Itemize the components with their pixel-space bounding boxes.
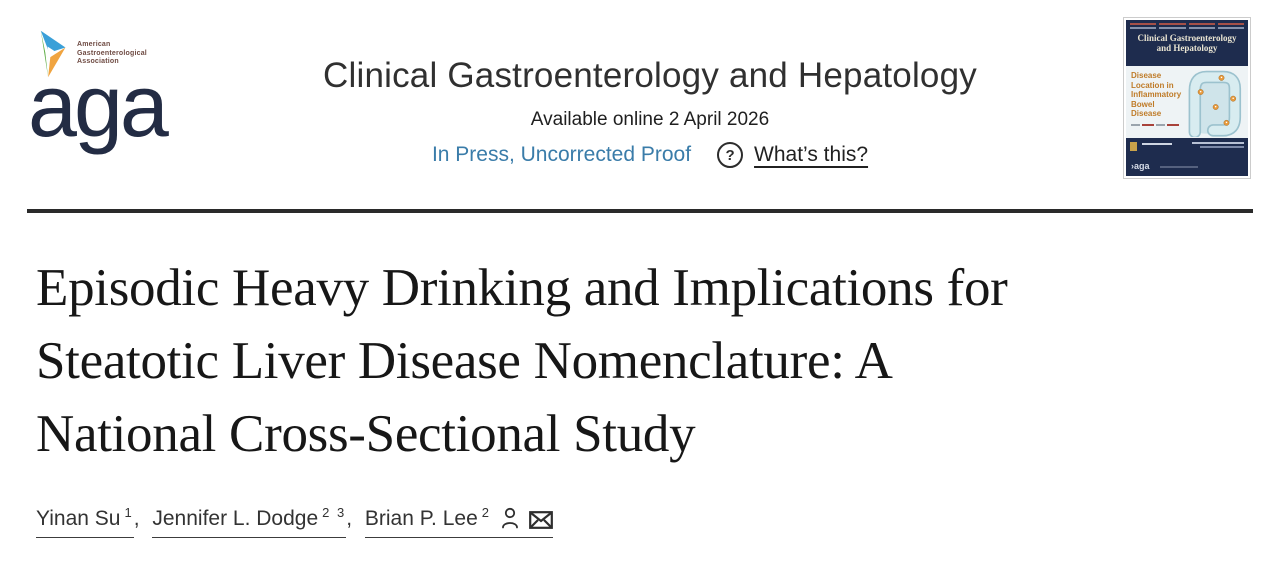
cover-text-bar [1156, 123, 1165, 126]
aga-org-name: American Gastroenterological Association [77, 41, 147, 67]
cover-text-bar [1131, 123, 1140, 126]
cover-aga-wordmark: ›aga [1131, 161, 1150, 171]
author-brian-lee: Brian P. Lee 2 [364, 505, 553, 538]
author-link[interactable]: Yinan Su [36, 507, 121, 530]
journal-title-link[interactable]: Clinical Gastroenterology and Hepatology [323, 56, 977, 95]
cover-text-bar [1217, 27, 1244, 29]
cover-journal-title: Clinical Gastroenterology and Hepatology [1130, 33, 1244, 53]
cover-journal-title-line: Clinical Gastroenterology [1137, 33, 1237, 43]
author-affiliation-sup: 2 [481, 505, 491, 520]
article-title-line: Episodic Heavy Drinking and Implications… [36, 259, 1008, 317]
aga-wordmark: aga [28, 56, 169, 155]
corresponding-author-person-icon[interactable] [500, 507, 520, 529]
cover-text-bar [1130, 23, 1157, 25]
header-divider [27, 209, 1253, 213]
author-separator: , [133, 507, 146, 530]
cover-text-bar [1188, 23, 1215, 25]
aga-org-line: American [77, 41, 111, 48]
cover-masthead: Clinical Gastroenterology and Hepatology [1126, 20, 1248, 66]
cover-text-bar [1167, 123, 1179, 126]
cover-toc-row [1130, 27, 1244, 29]
cover-feature-panel: Disease Location in Inflammatory Bowel D… [1126, 66, 1248, 138]
author-link[interactable]: Jennifer L. Dodge [152, 507, 319, 530]
cover-text-bar [1142, 123, 1154, 126]
journal-cover-thumbnail[interactable]: Clinical Gastroenterology and Hepatology… [1123, 17, 1251, 179]
author-affiliation-sup: 2 3 [322, 505, 347, 520]
cover-feature-line: Inflammatory [1131, 90, 1182, 99]
cover-journal-title-line: and Hepatology [1156, 43, 1218, 53]
author-separator: , [346, 507, 358, 530]
cover-feature-title: Disease Location in Inflammatory Bowel D… [1131, 71, 1243, 126]
author-list: Yinan Su 1, Jennifer L. Dodge 2 3, Brian P… [36, 505, 553, 538]
article-title-line: Steatotic Liver Disease Nomenclature: A [36, 332, 893, 390]
cover-text-bar [1160, 166, 1198, 168]
cover-feature-line: Location in [1131, 80, 1174, 90]
help-icon[interactable]: ? [717, 142, 744, 168]
cover-text-bar [1142, 143, 1172, 145]
cover-text-bar [1200, 146, 1244, 148]
cover-feature-line: Disease [1131, 71, 1162, 80]
available-online-date: Available online 2 April 2026 [530, 109, 770, 130]
cover-text-bar [1192, 142, 1244, 144]
journal-cover-art: Clinical Gastroenterology and Hepatology… [1126, 20, 1248, 176]
in-press-status: In Press, Uncorrected Proof [431, 143, 692, 166]
cover-text-bar [1159, 23, 1186, 25]
whats-this-link[interactable]: What’s this? [754, 143, 869, 166]
cover-feature-line: Disease [1131, 109, 1162, 118]
location-pin-icon [1197, 74, 1237, 126]
aga-triangle-icon [40, 30, 66, 78]
aga-org-line: Gastroenterological [77, 49, 147, 57]
author-affiliation-sup: 1 [124, 505, 134, 520]
author-jennifer-dodge: Jennifer L. Dodge 2 3 [152, 505, 347, 538]
author-link[interactable]: Brian P. Lee [364, 507, 478, 530]
article-title-line: National Cross-Sectional Study [36, 405, 696, 463]
publication-status-row: In Press, Uncorrected Proof ? What’s thi… [190, 142, 1110, 168]
colon-illustration [1188, 70, 1242, 137]
cover-toc-row [1130, 23, 1244, 25]
article-title: Episodic Heavy Drinking and Implications… [36, 252, 1260, 471]
cover-footer: ›aga [1126, 138, 1248, 176]
aga-logo[interactable]: American Gastroenterological Association… [28, 24, 188, 162]
cover-text-bar [1217, 23, 1244, 25]
email-envelope-icon[interactable] [529, 511, 553, 529]
cover-text-bar [1188, 27, 1215, 29]
cover-text-bar [1159, 27, 1186, 29]
cover-society-mark [1130, 142, 1137, 151]
author-yinan-su: Yinan Su 1 [36, 505, 134, 538]
cover-pages-note [1131, 123, 1243, 126]
journal-header: Clinical Gastroenterology and Hepatology… [190, 56, 1110, 168]
cover-feature-line: Bowel [1131, 99, 1155, 109]
aga-org-line: Association [77, 58, 119, 65]
cover-text-bar [1130, 27, 1157, 29]
